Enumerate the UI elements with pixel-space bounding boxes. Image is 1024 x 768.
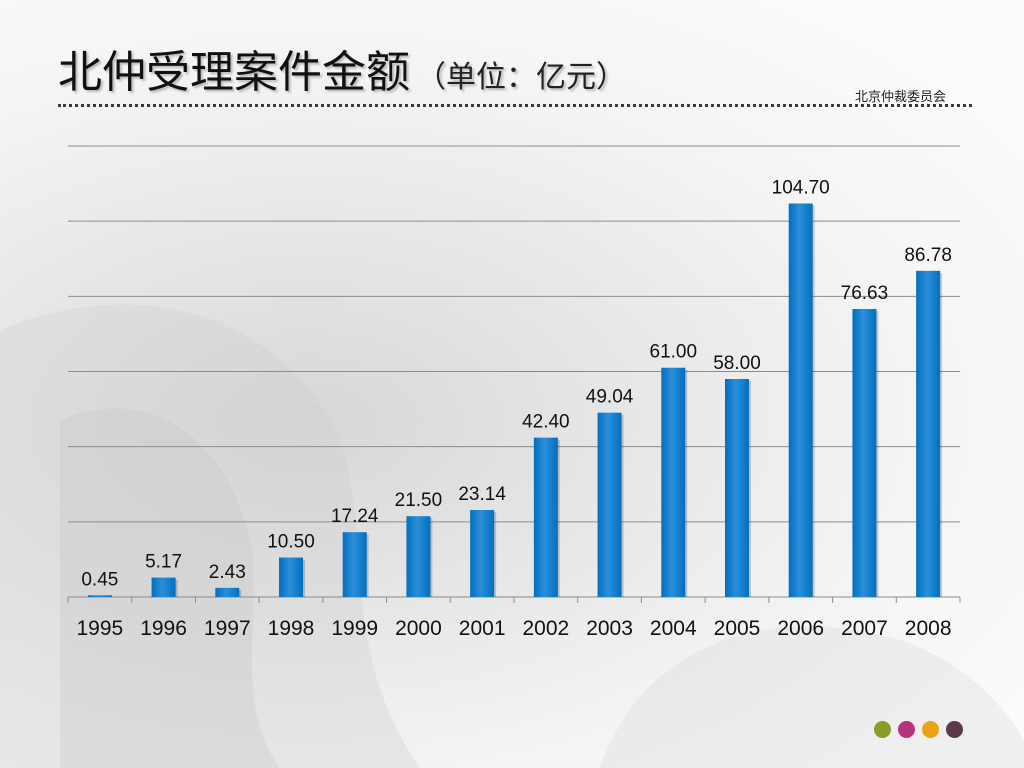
x-tick-label: 2004 bbox=[650, 617, 697, 640]
data-label: 49.04 bbox=[586, 387, 634, 408]
bar bbox=[788, 203, 813, 597]
data-label: 76.63 bbox=[841, 283, 889, 304]
bar bbox=[916, 270, 941, 597]
data-label: 61.00 bbox=[650, 342, 698, 363]
bar bbox=[87, 595, 112, 597]
data-label: 86.78 bbox=[904, 245, 952, 266]
bar bbox=[406, 516, 431, 597]
bar bbox=[725, 379, 749, 597]
x-tick-label: 1995 bbox=[76, 617, 123, 640]
data-label: 5.17 bbox=[145, 552, 182, 573]
data-label: 10.50 bbox=[267, 532, 315, 553]
bar bbox=[470, 510, 495, 597]
bar bbox=[597, 412, 622, 597]
bar bbox=[852, 308, 877, 597]
decor-dots bbox=[874, 721, 963, 738]
x-tick-label: 1999 bbox=[331, 617, 378, 640]
bar bbox=[661, 367, 686, 597]
data-label: 17.24 bbox=[331, 506, 379, 527]
decor-dot bbox=[874, 721, 891, 738]
x-tick-label: 1997 bbox=[204, 617, 251, 640]
x-tick-label: 1996 bbox=[140, 617, 187, 640]
decor-dot bbox=[898, 721, 915, 738]
x-tick-label: 2000 bbox=[395, 617, 442, 640]
data-label: 58.00 bbox=[713, 353, 761, 374]
x-tick-label: 2002 bbox=[522, 617, 569, 640]
page-title: 北仲受理案件金额 （单位：亿元） bbox=[58, 36, 626, 100]
page-title-main: 北仲受理案件金额 bbox=[58, 47, 410, 98]
x-tick-label: 1998 bbox=[268, 617, 315, 640]
x-tick-label: 2006 bbox=[777, 617, 824, 640]
data-label: 23.14 bbox=[458, 484, 506, 505]
data-label: 0.45 bbox=[81, 569, 118, 590]
x-tick-label: 2005 bbox=[714, 617, 761, 640]
data-label: 2.43 bbox=[209, 562, 246, 583]
data-label: 104.70 bbox=[772, 178, 830, 199]
decor-dot bbox=[946, 721, 963, 738]
bar bbox=[279, 557, 303, 597]
title-divider bbox=[58, 104, 972, 107]
x-tick-label: 2008 bbox=[905, 617, 952, 640]
bar bbox=[342, 532, 367, 597]
x-tick-label: 2001 bbox=[459, 617, 506, 640]
organization-name: 北京仲裁委员会 bbox=[854, 90, 946, 105]
x-tick-label: 2003 bbox=[586, 617, 633, 640]
data-label: 42.40 bbox=[522, 412, 570, 433]
decor-dot bbox=[922, 721, 939, 738]
bar bbox=[215, 587, 240, 597]
page-title-unit: （单位：亿元） bbox=[416, 60, 626, 95]
bar bbox=[151, 577, 176, 597]
bar bbox=[533, 437, 558, 597]
data-label: 21.50 bbox=[395, 490, 443, 511]
x-tick-label: 2007 bbox=[841, 617, 888, 640]
